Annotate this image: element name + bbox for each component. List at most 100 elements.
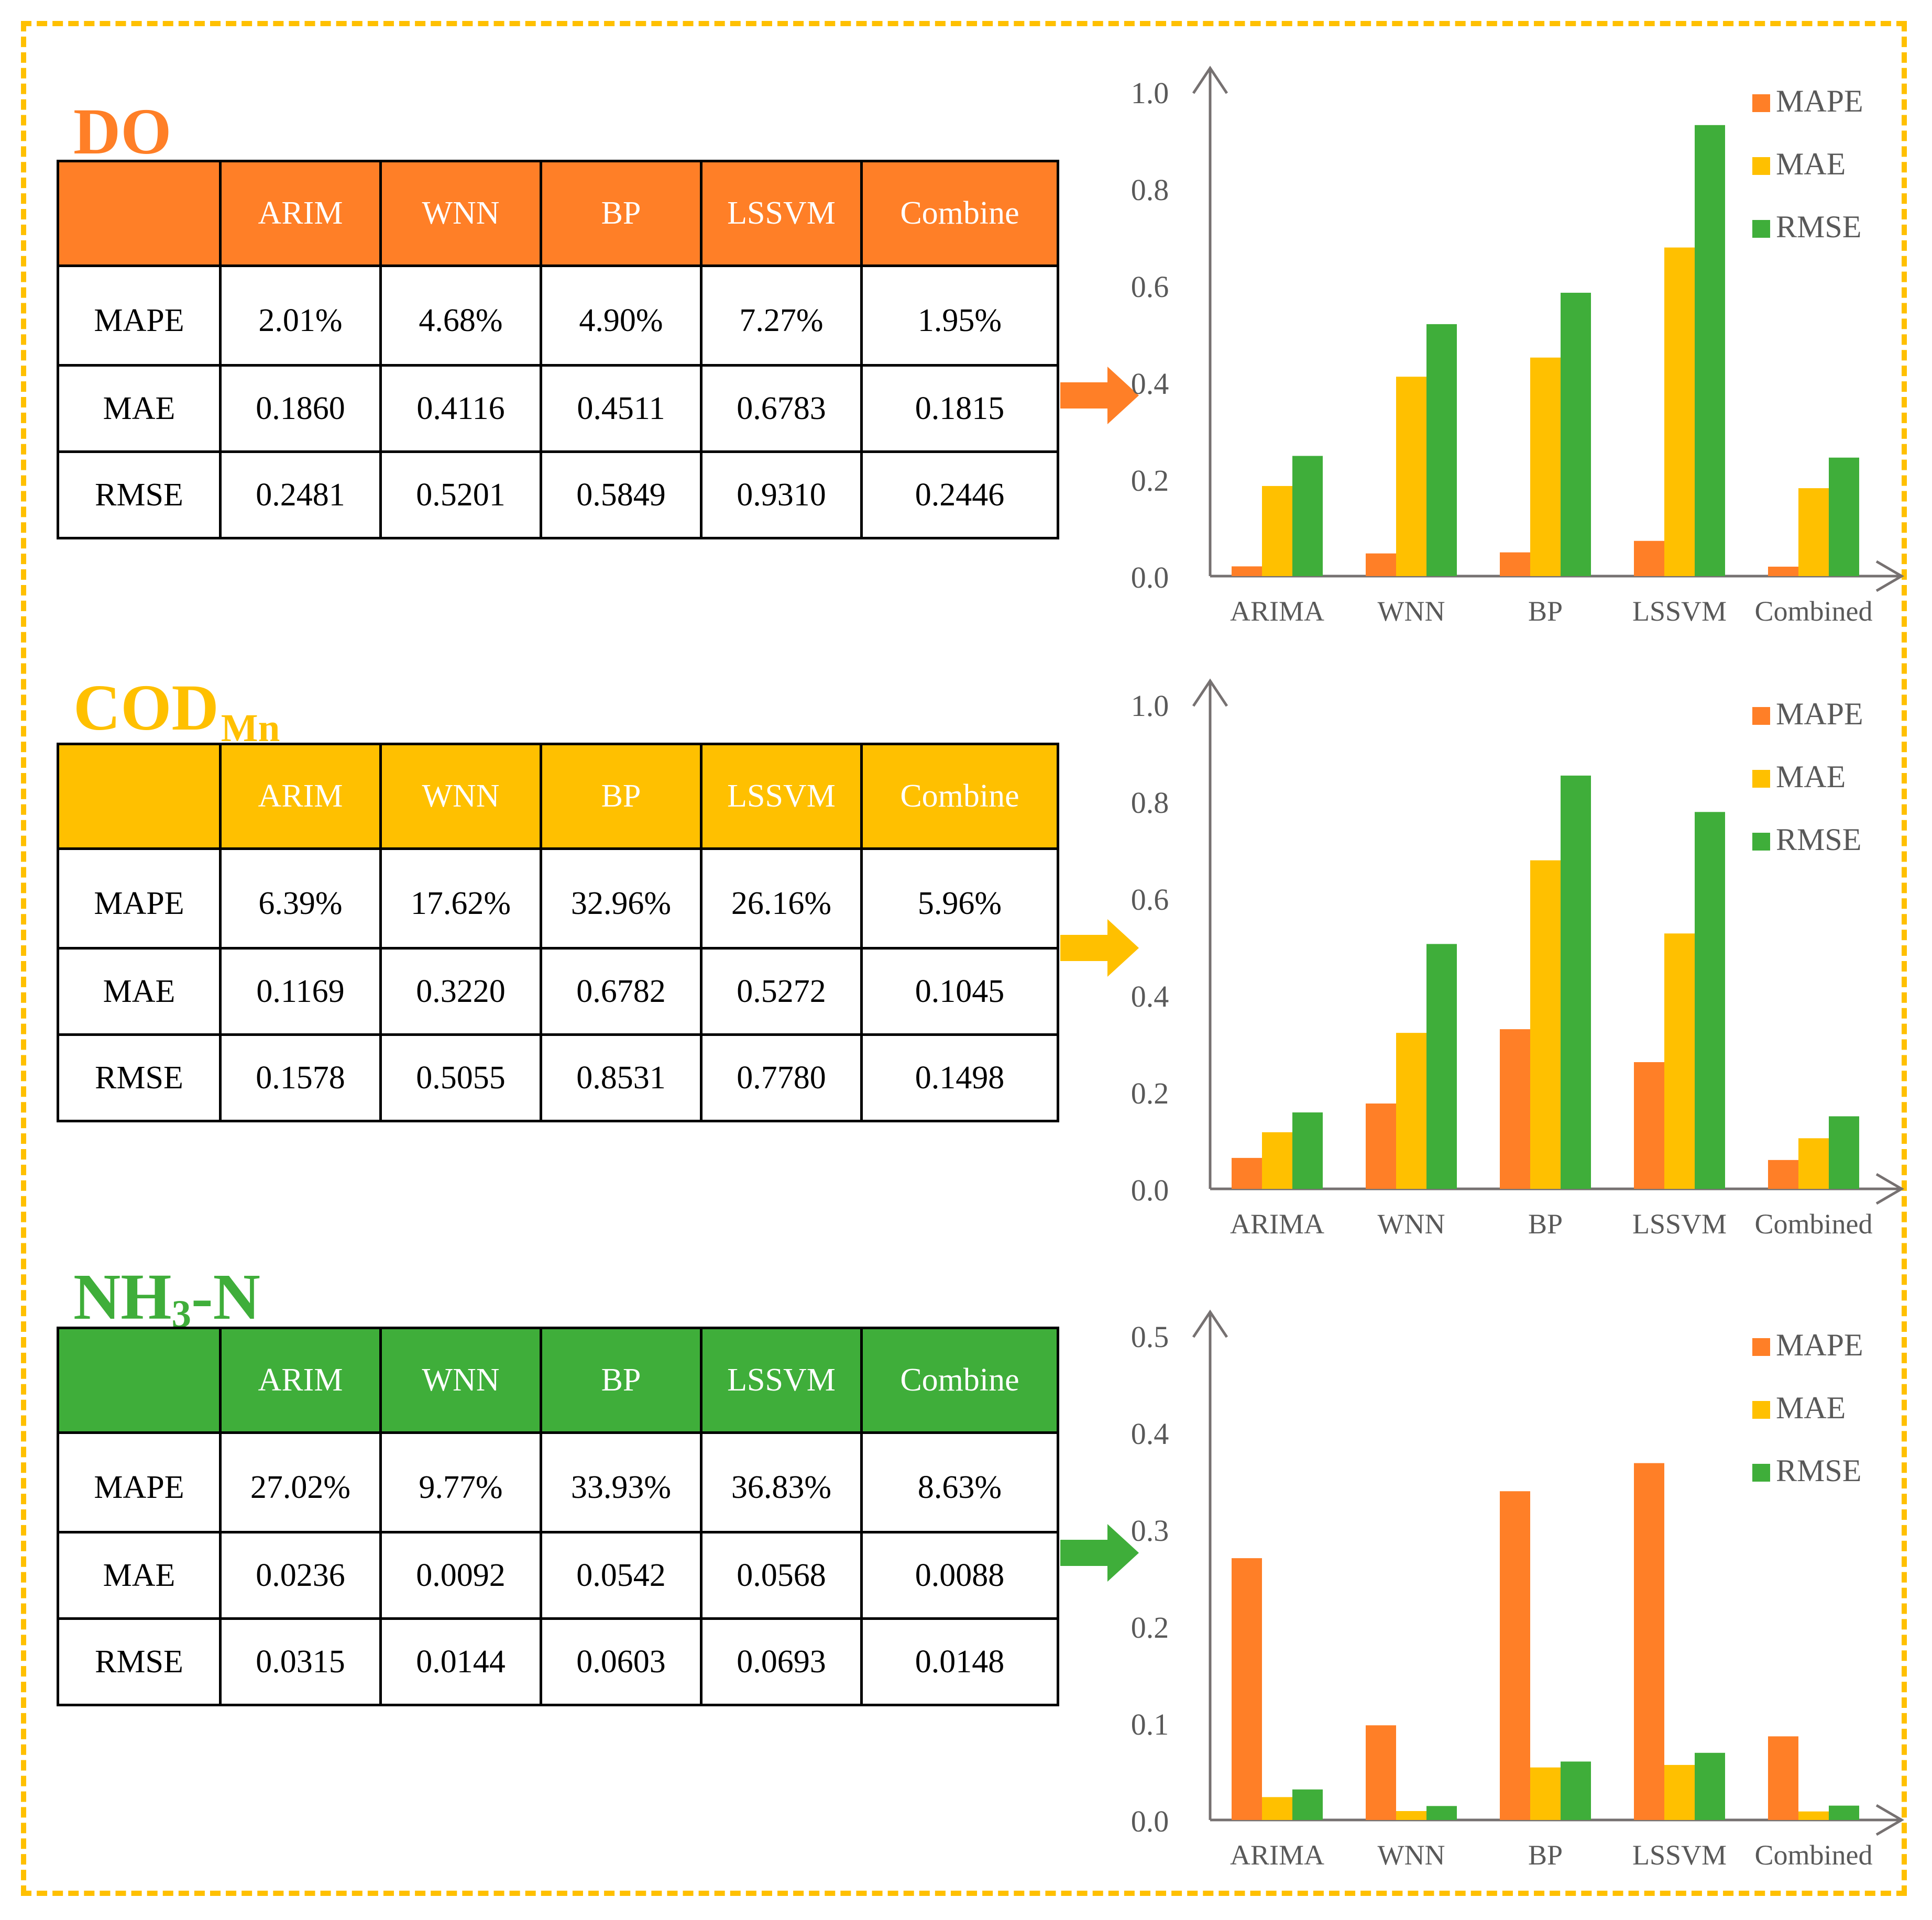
do-title-text: DO	[73, 96, 172, 168]
x-tick-label: Combined	[1755, 1208, 1873, 1240]
codmn-table: ARIM WNN BP LSSVM Combine MAPE 6.39% 17.…	[57, 743, 1059, 1122]
table-row: MAPE 27.02% 9.77% 33.93% 36.83% 8.63%	[57, 1431, 1059, 1533]
cell: 0.0568	[700, 1531, 863, 1620]
bar-mape	[1768, 1736, 1798, 1820]
bar-rmse	[1695, 1752, 1725, 1820]
y-tick-label: 0.4	[1131, 1417, 1169, 1451]
cell: 0.1045	[860, 947, 1059, 1036]
x-tick-label: BP	[1528, 595, 1563, 627]
legend-swatch	[1752, 220, 1770, 238]
cell: 0.5055	[379, 1033, 542, 1122]
row-label: MAE	[57, 1531, 222, 1620]
bar-mae	[1664, 247, 1695, 576]
header-wnn: WNN	[379, 160, 542, 267]
cell: 4.68%	[379, 264, 542, 367]
nh3n-title-text-a: NH	[73, 1261, 172, 1333]
x-axis-arrow	[1875, 1173, 1904, 1205]
y-tick-label: 0.0	[1131, 1804, 1169, 1838]
codmn-title-subscript: Mn	[221, 707, 280, 750]
y-axis-arrow	[1192, 65, 1228, 94]
bar-rmse	[1561, 292, 1591, 576]
bar-rmse	[1292, 1112, 1323, 1189]
bar-mape	[1768, 566, 1798, 576]
header-lssvm: LSSVM	[700, 743, 863, 850]
row-label: MAPE	[57, 847, 222, 950]
cell: 0.9310	[700, 450, 863, 539]
cell: 0.8531	[540, 1033, 702, 1122]
y-tick-label: 0.6	[1131, 882, 1169, 917]
legend-label: MAPE	[1776, 1328, 1863, 1362]
do-table: ARIM WNN BP LSSVM Combine MAPE 2.01% 4.6…	[57, 160, 1059, 539]
legend-label: MAPE	[1776, 84, 1863, 118]
header-blank	[57, 160, 222, 267]
bar-mae	[1664, 933, 1695, 1189]
legend-label: RMSE	[1776, 822, 1861, 857]
cell: 0.3220	[379, 947, 542, 1036]
y-tick-label: 0.8	[1131, 786, 1169, 820]
y-tick-label: 0.3	[1131, 1514, 1169, 1548]
bar-mae	[1530, 860, 1561, 1189]
cell: 0.2446	[860, 450, 1059, 539]
nh3n-chart: 0.0 0.1 0.2 0.3 0.4 0.5 ARIMA WNN BP LSSVM Combine…	[1131, 1309, 1904, 1871]
cell: 0.1815	[860, 364, 1059, 453]
cell: 0.2481	[219, 450, 382, 539]
codmn-chart: 0.0 0.2 0.4 0.6 0.8 1.0 ARIMA WNN BP LSSVM Combine…	[1131, 678, 1904, 1240]
row-label: RMSE	[57, 1033, 222, 1122]
header-arim: ARIM	[219, 743, 382, 850]
x-tick-label: ARIMA	[1230, 595, 1324, 627]
bar-mae	[1396, 377, 1426, 576]
row-label: RMSE	[57, 450, 222, 539]
cell: 0.5849	[540, 450, 702, 539]
header-lssvm: LSSVM	[700, 1327, 863, 1434]
x-axis-arrow	[1875, 1804, 1904, 1836]
header-bp: BP	[540, 1327, 702, 1434]
cell: 0.0542	[540, 1531, 702, 1620]
cell: 0.0148	[860, 1617, 1059, 1706]
header-combine: Combine	[860, 743, 1059, 850]
bar-mae	[1262, 485, 1292, 576]
cell: 32.96%	[540, 847, 702, 950]
x-tick-label: WNN	[1378, 1208, 1445, 1240]
bar-mae	[1798, 1811, 1829, 1820]
x-tick-label: WNN	[1378, 595, 1445, 627]
table-row: MAE 0.1169 0.3220 0.6782 0.5272 0.1045	[57, 947, 1059, 1036]
cell: 0.5272	[700, 947, 863, 1036]
cell: 0.5201	[379, 450, 542, 539]
x-tick-label: LSSVM	[1632, 595, 1727, 627]
bar-rmse	[1426, 944, 1457, 1189]
y-tick-label: 0.1	[1131, 1707, 1169, 1741]
y-tick-label: 0.4	[1131, 979, 1169, 1013]
header-bp: BP	[540, 743, 702, 850]
bar-mae	[1664, 1764, 1695, 1820]
table-row: MAE 0.1860 0.4116 0.4511 0.6783 0.1815	[57, 364, 1059, 453]
x-tick-label: ARIMA	[1230, 1839, 1324, 1871]
cell: 0.0236	[219, 1531, 382, 1620]
cell: 4.90%	[540, 264, 702, 367]
legend-swatch	[1752, 1464, 1770, 1482]
cell: 26.16%	[700, 847, 863, 950]
nh3n-title-subscript: 3	[171, 1293, 192, 1336]
legend-swatch	[1752, 94, 1770, 112]
row-label: MAPE	[57, 1431, 222, 1533]
y-tick-label: 1.0	[1131, 76, 1169, 110]
nh3n-table-header: ARIM WNN BP LSSVM Combine	[57, 1327, 1059, 1434]
cell: 0.4116	[379, 364, 542, 453]
bar-rmse	[1829, 1116, 1859, 1189]
bar-mae	[1530, 357, 1561, 576]
arrow-right-icon	[1060, 367, 1139, 424]
cell: 33.93%	[540, 1431, 702, 1533]
header-blank	[57, 743, 222, 850]
row-label: MAE	[57, 364, 222, 453]
header-combine: Combine	[860, 160, 1059, 267]
bar-mape	[1500, 1029, 1530, 1189]
cell: 0.0603	[540, 1617, 702, 1706]
cell: 36.83%	[700, 1431, 863, 1533]
cell: 0.6783	[700, 364, 863, 453]
x-tick-label: BP	[1528, 1839, 1563, 1871]
bar-mae	[1262, 1132, 1292, 1189]
cell: 0.0144	[379, 1617, 542, 1706]
header-bp: BP	[540, 160, 702, 267]
legend-label: RMSE	[1776, 209, 1861, 244]
legend-swatch	[1752, 770, 1770, 788]
y-tick-label: 0.5	[1131, 1320, 1169, 1354]
